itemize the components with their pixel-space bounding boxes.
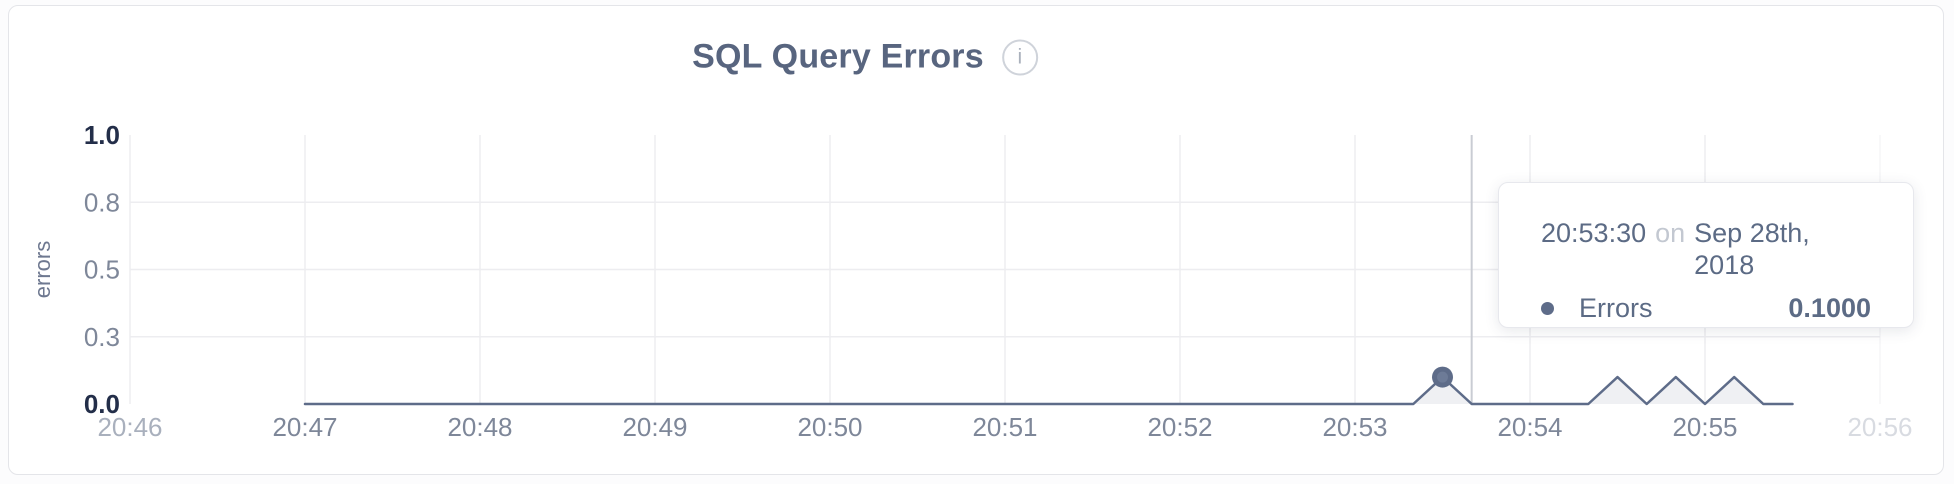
x-tick-label-20:56: 20:56	[1847, 412, 1912, 442]
tooltip-time: 20:53:30	[1541, 218, 1647, 248]
x-tick-label-20:48: 20:48	[447, 412, 512, 442]
chart-tooltip: 20:53:30 on Sep 28th, 2018 Errors 0.1000	[1498, 182, 1914, 328]
y-tick-label-0.0: 0.0	[84, 389, 120, 419]
y-tick-label-1.0: 1.0	[84, 120, 120, 150]
x-tick-label-20:54: 20:54	[1497, 412, 1562, 442]
chart-header: SQL Query Errors i	[692, 38, 1038, 77]
series-dot-icon	[1541, 301, 1554, 315]
chart-title: SQL Query Errors	[692, 37, 984, 76]
hover-marker-core	[1437, 371, 1448, 383]
x-tick-label-20:51: 20:51	[972, 412, 1037, 442]
y-tick-label-0.3: 0.3	[84, 322, 120, 352]
tooltip-value: 0.1000	[1788, 293, 1871, 323]
errors-line	[303, 375, 1794, 406]
tooltip-header: 20:53:30 on Sep 28th, 2018	[1541, 217, 1871, 281]
tooltip-series-row: Errors 0.1000	[1541, 292, 1871, 324]
x-tick-label-20:47: 20:47	[272, 412, 337, 442]
x-tick-label-20:50: 20:50	[797, 412, 862, 442]
tooltip-series-label: Errors	[1579, 293, 1653, 323]
errors-area-fill	[305, 377, 1793, 404]
x-tick-label-20:49: 20:49	[622, 412, 687, 442]
y-tick-label-0.8: 0.8	[84, 187, 120, 217]
y-axis-title: errors	[30, 241, 55, 298]
tooltip-joiner: on	[1655, 218, 1686, 248]
y-tick-label-0.5: 0.5	[84, 255, 120, 285]
info-icon[interactable]: i	[1001, 39, 1038, 75]
x-tick-label-20:52: 20:52	[1147, 412, 1212, 442]
x-tick-label-20:53: 20:53	[1322, 412, 1387, 442]
x-tick-label-20:46: 20:46	[97, 412, 162, 442]
tooltip-date: Sep 28th, 2018	[1694, 218, 1810, 280]
x-tick-label-20:55: 20:55	[1672, 412, 1737, 442]
